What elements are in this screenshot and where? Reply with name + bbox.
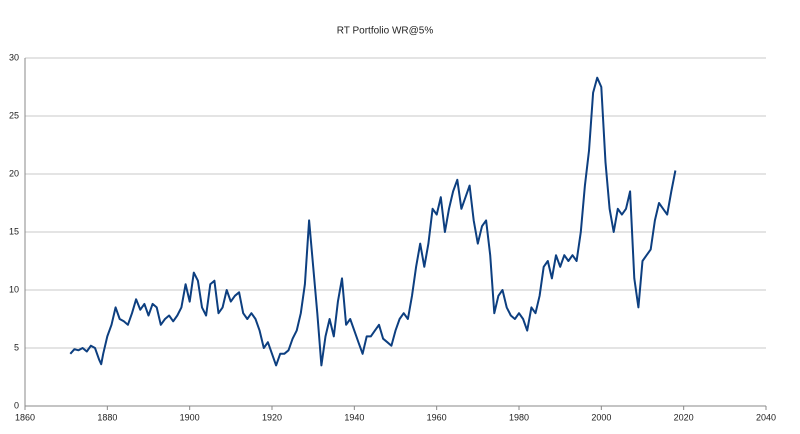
data-line [69,76,677,367]
y-tick-label: 15 [9,226,19,236]
x-tick-label: 1920 [262,412,282,422]
y-tick-label: 20 [9,168,19,178]
chart-title: RT Portfolio WR@5% [337,26,434,37]
x-tick-label: 1900 [180,412,200,422]
x-tick-label: 1880 [97,412,117,422]
y-tick-label: 5 [14,342,19,352]
y-tick-label: 25 [9,110,19,120]
x-tick-label: 2000 [591,412,611,422]
y-tick-label: 0 [14,400,19,410]
x-tick-label: 1980 [509,412,529,422]
x-tick-label: 1860 [15,412,35,422]
x-tick-label: 2040 [756,412,776,422]
x-tick-label: 1940 [344,412,364,422]
x-tick-label: 1960 [427,412,447,422]
x-tick-label: 2020 [674,412,694,422]
y-tick-label: 10 [9,284,19,294]
y-tick-label: 30 [9,52,19,62]
